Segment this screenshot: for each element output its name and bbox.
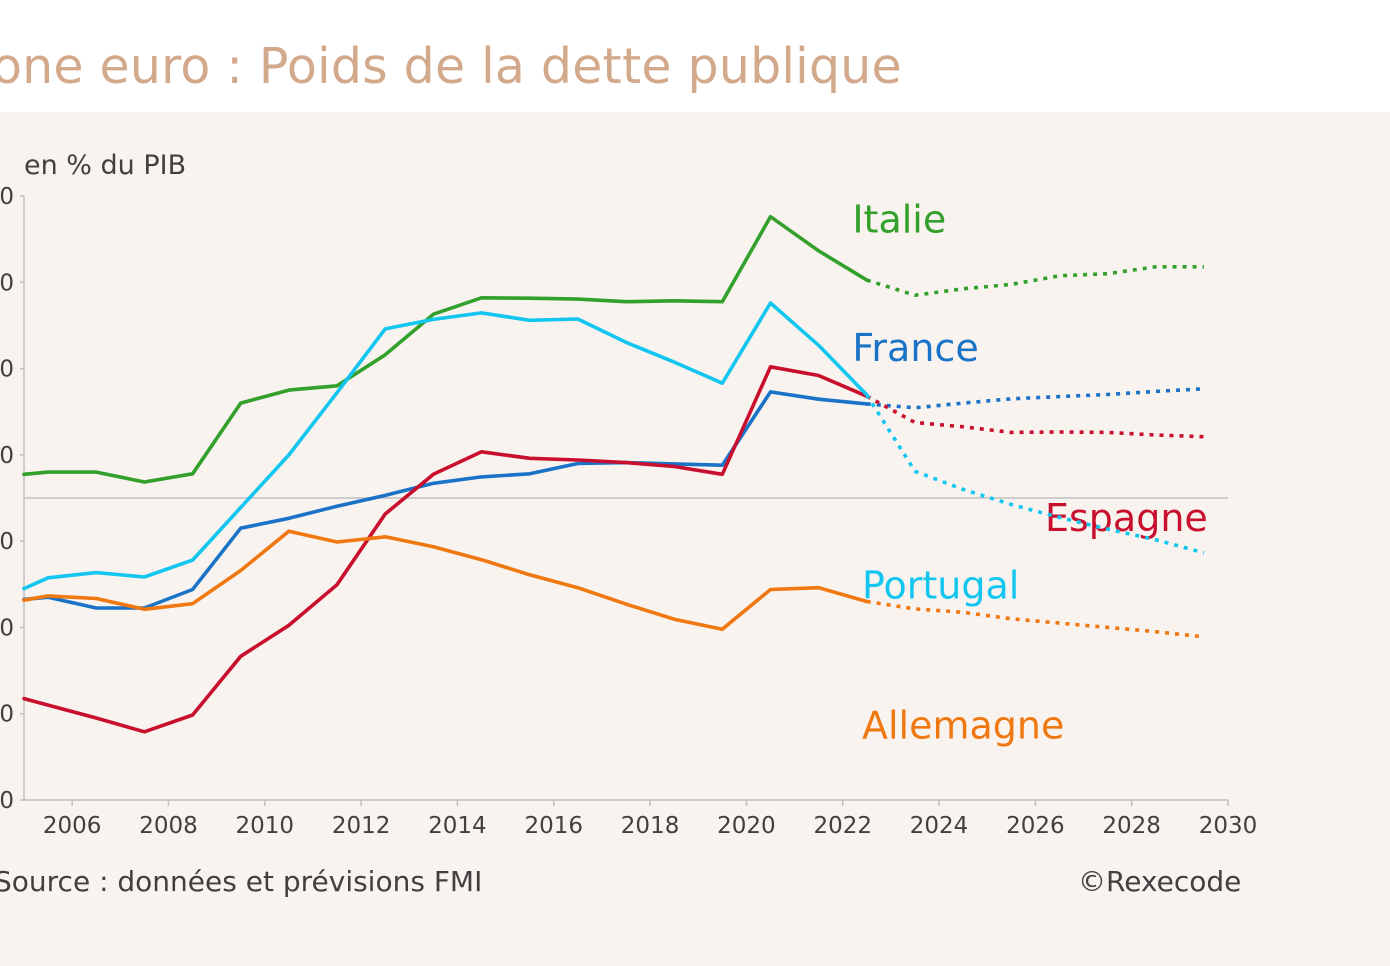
- y-tick-label: 120: [0, 357, 14, 383]
- x-tick-label: 2010: [236, 813, 295, 839]
- x-tick-label: 2030: [1199, 813, 1258, 839]
- series-line-portugal: [22, 301, 869, 591]
- y-tick-label: 20: [0, 788, 14, 814]
- x-tick-label: 2022: [813, 813, 872, 839]
- series-label-allemagne: Allemagne: [862, 703, 1064, 747]
- x-tick-label: 2018: [621, 813, 680, 839]
- x-tick-label: 2028: [1102, 813, 1161, 839]
- series-label-italie: Italie: [852, 198, 946, 242]
- x-tick-label: 2016: [524, 813, 583, 839]
- series-line-italie: [22, 214, 869, 484]
- source-note: Source : données et prévisions FMI: [0, 865, 483, 898]
- chart-title: one euro : Poids de la dette publique: [0, 38, 902, 95]
- series-line-espagne: [22, 364, 869, 734]
- y-tick-label: 140: [0, 270, 14, 296]
- y-tick-label: 60: [0, 615, 14, 641]
- series-forecast-espagne: [865, 394, 1204, 439]
- x-tick-label: 2006: [43, 813, 102, 839]
- x-tick-label: 2008: [139, 813, 198, 839]
- series-forecast-italie: [866, 264, 1204, 298]
- series-label-france: France: [852, 326, 978, 370]
- y-tick-label: 80: [0, 529, 14, 555]
- series-line-allemagne: [22, 529, 869, 632]
- x-tick-label: 2026: [1006, 813, 1065, 839]
- series-forecast-allemagne: [866, 599, 1205, 639]
- x-tick-label: 2020: [717, 813, 776, 839]
- y-tick-label: 100: [0, 443, 14, 469]
- x-tick-label: 2024: [910, 813, 969, 839]
- x-tick-label: 2014: [428, 813, 487, 839]
- x-tick-label: 2012: [332, 813, 391, 839]
- y-tick-label: 160: [0, 184, 14, 210]
- series-forecast-portugal: [865, 393, 1205, 555]
- y-axis-unit-label: en % du PIB: [24, 150, 187, 181]
- series-label-portugal: Portugal: [862, 564, 1019, 608]
- y-tick-label: 40: [0, 702, 14, 728]
- series-forecast-france: [866, 387, 1204, 410]
- copyright-note: ©Rexecode: [1078, 865, 1242, 898]
